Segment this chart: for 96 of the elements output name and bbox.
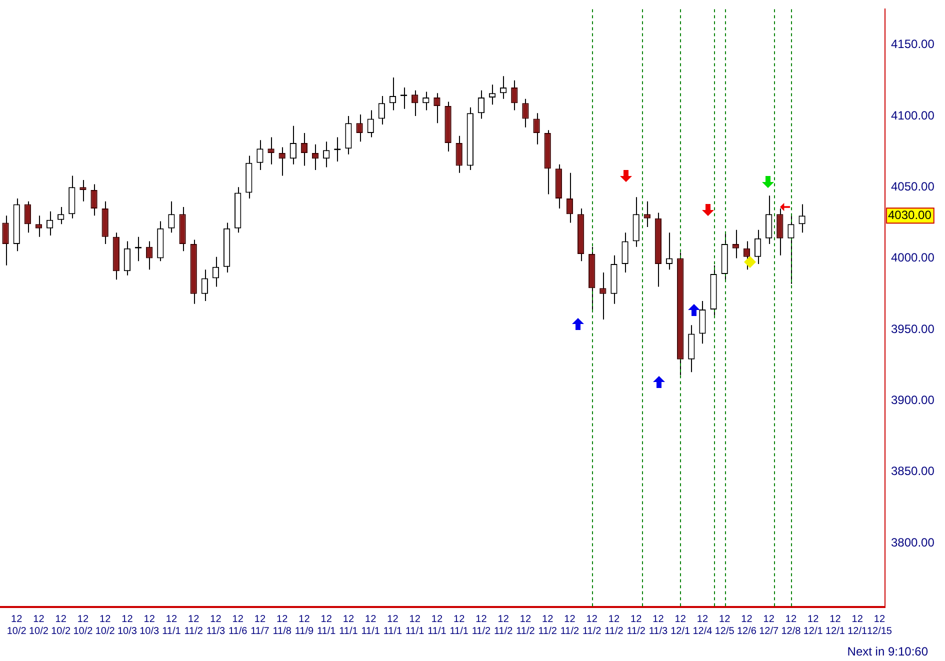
candlestick [300, 132, 308, 166]
x-tick-label: 12 11/1 [316, 614, 336, 637]
x-tick-label: 12 10/3 [140, 614, 160, 637]
x-tick-label: 12 11/2 [582, 614, 602, 637]
candlestick [367, 110, 374, 138]
candlestick [699, 300, 706, 344]
x-tick-label: 12 12/1 [848, 614, 868, 637]
x-tick-label: 12 12/4 [692, 614, 713, 637]
candlestick [666, 232, 673, 270]
x-tick-label: 12 10/2 [95, 614, 116, 637]
candlestick [644, 200, 650, 228]
candlestick [212, 256, 220, 288]
candlestick [743, 240, 750, 270]
x-tick-label: 12 10/2 [73, 614, 94, 637]
candlestick [754, 229, 762, 264]
candlestick [622, 232, 628, 274]
x-tick-label: 12 11/2 [626, 614, 646, 637]
candlestick [24, 200, 31, 234]
candlestick [290, 125, 296, 165]
candlestick [422, 91, 430, 111]
candlestick [456, 135, 462, 174]
x-tick-label: 12 11/1 [405, 614, 425, 637]
candlestick [776, 208, 784, 256]
candlestick [58, 206, 64, 225]
candlestick [124, 240, 131, 276]
x-tick-label: 12 12/15 [866, 614, 892, 637]
y-tick-label: 3850.00 [891, 464, 935, 478]
candlestick [533, 112, 540, 145]
x-tick-label: 12 11/2 [184, 614, 204, 637]
candlestick [766, 195, 772, 245]
x-tick-label: 12 11/6 [228, 614, 248, 637]
candlestick [312, 144, 319, 171]
candlestick [511, 80, 518, 111]
x-tick-label: 12 11/2 [516, 614, 536, 637]
x-tick-label: 12 10/3 [117, 614, 138, 637]
x-tick-label: 12 12/8 [781, 614, 802, 637]
x-tick-label: 12 10/2 [51, 614, 72, 637]
x-tick-label: 12 11/1 [450, 614, 469, 637]
candlestick [688, 324, 695, 373]
candlestick [600, 272, 606, 320]
candlestick [788, 215, 794, 284]
y-tick-label: 4000.00 [891, 250, 935, 265]
candlestick [378, 96, 385, 125]
y-tick-label: 4100.00 [891, 108, 935, 122]
candlestick [80, 180, 86, 202]
candlestick [35, 215, 42, 238]
candlestick [201, 269, 208, 302]
candlestick [345, 115, 352, 155]
candlestick [798, 204, 806, 234]
candlestick [732, 229, 739, 259]
x-tick-label: 12 12/6 [736, 614, 757, 637]
candlestick [478, 90, 485, 120]
candlestick [146, 240, 153, 270]
x-tick-label: 12 12/1 [803, 614, 824, 637]
candlestick [522, 98, 529, 128]
candlestick [389, 77, 396, 111]
y-tick-label: 3800.00 [891, 535, 935, 550]
x-tick-label: 12 12/1 [670, 614, 691, 637]
x-tick-label: 12 11/2 [494, 614, 514, 637]
text: 4030.00 [888, 208, 932, 222]
x-tick-label: 12 10/2 [6, 614, 27, 637]
candlestick [356, 114, 363, 142]
candlestick [90, 184, 98, 216]
x-tick-label: 12 10/2 [28, 614, 49, 637]
x-tick-label: 12 11/1 [162, 614, 182, 637]
y-tick-label: 4150.00 [891, 37, 935, 52]
y-tick-label: 4050.00 [891, 179, 935, 194]
text: Next in 9:10:60 [847, 644, 928, 658]
x-tick-label: 12 11/3 [648, 614, 668, 637]
candlestick [412, 90, 418, 116]
x-tick-label: 12 11/3 [206, 614, 226, 637]
x-tick-label: 12 11/2 [604, 614, 624, 637]
candlestick [168, 200, 175, 234]
candlestick [566, 172, 574, 224]
x-tick-label: 12 11/1 [361, 614, 380, 637]
x-tick-label: 12 11/2 [472, 614, 492, 637]
candlestick [278, 146, 286, 176]
candlestick [488, 84, 496, 106]
x-tick-label: 12 12/5 [714, 614, 735, 637]
candlestick [2, 215, 9, 266]
x-tick-label: 12 12/7 [759, 614, 780, 637]
x-tick-label: 12 11/1 [339, 614, 358, 637]
x-tick-label: 12 11/9 [294, 614, 314, 637]
x-tick-label: 12 11/2 [538, 614, 558, 637]
x-tick-label: 12 11/2 [560, 614, 580, 637]
x-tick-label: 12 11/7 [250, 614, 270, 637]
x-tick-label: 12 11/1 [428, 614, 447, 637]
candlestick [500, 76, 507, 100]
x-tick-label: 12 12/1 [825, 614, 846, 637]
candlestick [256, 140, 264, 171]
x-tick-label: 12 11/8 [272, 614, 292, 637]
x-tick-label: 12 11/1 [383, 614, 403, 637]
y-tick-label: 3950.00 [891, 322, 935, 336]
candlestick [268, 136, 274, 165]
candlestick [434, 92, 440, 124]
y-tick-label: 3900.00 [891, 392, 935, 407]
